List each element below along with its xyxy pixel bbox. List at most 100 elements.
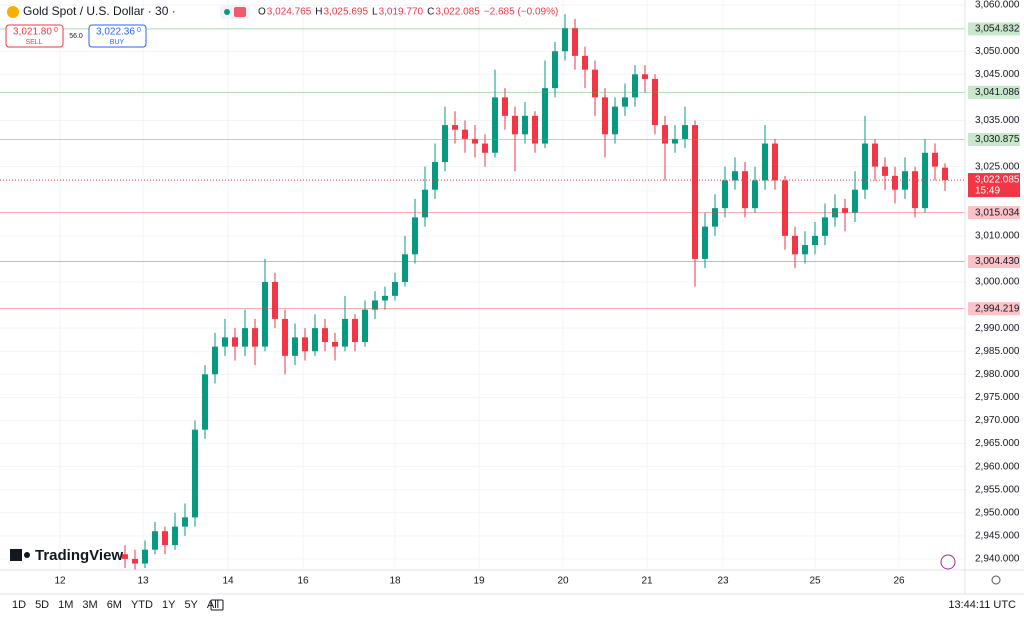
x-tick-label: 23: [717, 576, 729, 587]
buy-sup: 0: [137, 27, 141, 34]
range-button[interactable]: 3M: [82, 599, 97, 611]
range-button[interactable]: 5Y: [184, 599, 198, 611]
ohlc-key: H: [315, 7, 322, 18]
candle-body: [742, 171, 748, 209]
range-button[interactable]: 5D: [35, 599, 49, 611]
sell-sup: 0: [54, 27, 58, 34]
buy-button[interactable]: [88, 24, 147, 48]
candle-body: [202, 374, 208, 430]
x-tick-label: 16: [297, 576, 309, 587]
candle-body: [122, 554, 128, 559]
candle-body: [622, 97, 628, 107]
ohlc-key: L: [372, 7, 378, 18]
candle-body: [832, 208, 838, 218]
candle-body: [462, 129, 468, 139]
candle-body: [132, 558, 138, 564]
range-button[interactable]: 6M: [107, 599, 122, 611]
y-tick-label: 2,950.000: [975, 507, 1020, 518]
candle-body: [322, 328, 328, 342]
candle-body: [942, 167, 948, 181]
candle-body: [172, 526, 178, 546]
y-tick-label: 3,045.000: [975, 69, 1020, 80]
candle-body: [372, 300, 378, 310]
range-button[interactable]: All: [207, 599, 219, 611]
candle-body: [272, 282, 278, 319]
candle-body: [252, 328, 258, 347]
candle-body: [192, 429, 198, 518]
ohlc-change: −2.685 (−0.09%): [484, 7, 559, 18]
candle-body: [862, 143, 868, 190]
candle-body: [552, 51, 558, 89]
level-label: 2,994.219: [975, 303, 1020, 314]
buy-label: BUY: [110, 39, 125, 46]
candle-body: [262, 282, 268, 347]
sell-label: SELL: [25, 39, 42, 46]
candle-body: [342, 318, 348, 347]
candle-body: [572, 28, 578, 56]
ohlc-value: 3,024.765: [267, 7, 312, 18]
y-tick-label: 3,025.000: [975, 161, 1020, 172]
ohlc-value: 3,025.695: [324, 7, 369, 18]
y-tick-label: 2,940.000: [975, 554, 1020, 565]
range-button[interactable]: 1Y: [162, 599, 176, 611]
candle-body: [792, 235, 798, 255]
x-tick-label: 26: [893, 576, 905, 587]
y-tick-label: 3,060.000: [975, 0, 1020, 11]
y-tick-label: 2,990.000: [975, 323, 1020, 334]
level-label: 3,041.086: [975, 87, 1020, 98]
alert-icon[interactable]: [940, 554, 956, 570]
candle-body: [852, 189, 858, 213]
candle-body: [662, 125, 668, 144]
candle-body: [592, 69, 598, 98]
level-label: 3,030.875: [975, 134, 1020, 145]
candle-body: [912, 171, 918, 209]
candle-body: [892, 175, 898, 190]
y-tick-label: 3,035.000: [975, 115, 1020, 126]
brand-logo-dot: [24, 552, 30, 558]
candle-body: [702, 226, 708, 259]
candle-body: [822, 217, 828, 236]
x-tick-label: 14: [222, 576, 234, 587]
settings-icon[interactable]: [991, 575, 1001, 585]
candle-body: [232, 337, 238, 347]
candle-body: [312, 328, 318, 352]
candle-body: [352, 318, 358, 342]
candle-body: [612, 106, 618, 135]
y-tick-label: 2,945.000: [975, 530, 1020, 541]
range-button[interactable]: 1D: [12, 599, 26, 611]
x-tick-label: 25: [809, 576, 821, 587]
level-label: 3,054.832: [975, 24, 1020, 35]
candle-body: [302, 337, 308, 352]
status-icon: [234, 7, 246, 17]
sell-button[interactable]: [5, 24, 64, 48]
candle-body: [582, 55, 588, 70]
y-tick-label: 2,985.000: [975, 346, 1020, 357]
y-tick-label: 2,970.000: [975, 415, 1020, 426]
candle-body: [652, 78, 658, 126]
symbol-icon: [7, 6, 19, 18]
candle-body: [682, 125, 688, 139]
candle-body: [432, 162, 438, 190]
x-tick-label: 20: [557, 576, 569, 587]
candle-body: [362, 309, 368, 342]
range-button[interactable]: 1M: [58, 599, 73, 611]
candle-body: [452, 125, 458, 130]
level-badge: [968, 255, 1020, 269]
date-range-icon[interactable]: [210, 599, 224, 611]
candle-body: [502, 97, 508, 116]
candle-body: [412, 217, 418, 255]
countdown: 15:49: [975, 186, 1000, 197]
candle-body: [212, 346, 218, 375]
candle-body: [782, 180, 788, 236]
status-dot: [224, 9, 230, 15]
candle-body: [182, 517, 188, 527]
ohlc-key: O: [258, 7, 266, 18]
candle-body: [392, 282, 398, 296]
range-button[interactable]: YTD: [131, 599, 153, 611]
candle-body: [812, 235, 818, 246]
last-price-badge: [968, 173, 1020, 198]
ohlc-key: C: [427, 7, 434, 18]
